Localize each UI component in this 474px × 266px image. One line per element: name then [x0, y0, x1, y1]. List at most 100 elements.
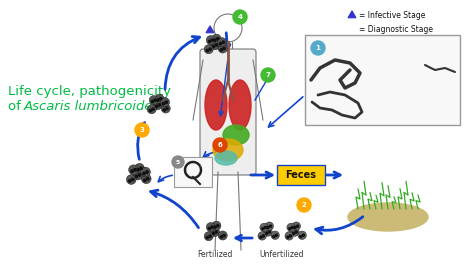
Ellipse shape: [213, 139, 243, 161]
Text: 5: 5: [176, 160, 180, 164]
Circle shape: [220, 49, 222, 51]
Circle shape: [160, 98, 162, 100]
Circle shape: [208, 227, 210, 230]
Circle shape: [217, 225, 219, 227]
Circle shape: [289, 228, 291, 230]
Circle shape: [297, 225, 299, 227]
Text: Life cycle, pathogenicity: Life cycle, pathogenicity: [8, 85, 171, 98]
Circle shape: [233, 10, 247, 24]
Circle shape: [128, 180, 131, 182]
Text: Unfertilized: Unfertilized: [260, 250, 304, 259]
Text: 4: 4: [237, 14, 243, 20]
Circle shape: [300, 235, 302, 238]
Ellipse shape: [204, 45, 213, 54]
Ellipse shape: [210, 227, 219, 236]
Ellipse shape: [298, 231, 306, 239]
Circle shape: [135, 175, 138, 178]
Circle shape: [144, 179, 146, 181]
Ellipse shape: [292, 222, 301, 230]
Circle shape: [223, 234, 225, 237]
Circle shape: [263, 235, 264, 237]
Circle shape: [302, 234, 304, 236]
Circle shape: [287, 236, 289, 238]
Circle shape: [294, 226, 296, 228]
Text: Feces: Feces: [285, 170, 317, 180]
Circle shape: [215, 44, 218, 46]
Circle shape: [223, 47, 225, 50]
Circle shape: [268, 231, 270, 233]
Ellipse shape: [128, 165, 138, 174]
Circle shape: [292, 226, 293, 228]
Ellipse shape: [258, 232, 266, 240]
Circle shape: [262, 228, 264, 230]
Circle shape: [143, 172, 145, 175]
Circle shape: [219, 43, 222, 45]
Circle shape: [157, 99, 159, 101]
Ellipse shape: [155, 94, 164, 103]
Circle shape: [265, 232, 268, 234]
Ellipse shape: [210, 40, 219, 49]
Circle shape: [211, 226, 213, 228]
Circle shape: [158, 104, 161, 106]
Text: = Infective Stage: = Infective Stage: [359, 10, 425, 19]
Circle shape: [135, 123, 149, 137]
Circle shape: [264, 226, 266, 228]
Ellipse shape: [205, 80, 227, 130]
Circle shape: [215, 231, 218, 233]
Polygon shape: [206, 26, 214, 33]
FancyBboxPatch shape: [305, 35, 460, 125]
Circle shape: [212, 232, 215, 235]
Circle shape: [292, 232, 295, 234]
Circle shape: [270, 225, 272, 227]
Circle shape: [146, 171, 148, 173]
Ellipse shape: [154, 101, 163, 110]
Circle shape: [138, 174, 141, 176]
Circle shape: [261, 68, 275, 82]
Ellipse shape: [141, 174, 151, 184]
Circle shape: [163, 102, 165, 105]
Circle shape: [290, 235, 292, 237]
Ellipse shape: [127, 174, 136, 184]
Ellipse shape: [218, 44, 227, 53]
Ellipse shape: [141, 167, 150, 177]
Ellipse shape: [348, 203, 428, 231]
Circle shape: [165, 101, 167, 103]
Circle shape: [206, 236, 209, 239]
Circle shape: [149, 110, 151, 112]
Ellipse shape: [285, 232, 293, 240]
Ellipse shape: [265, 222, 273, 230]
Circle shape: [297, 198, 311, 212]
Circle shape: [151, 100, 154, 103]
Ellipse shape: [212, 34, 221, 43]
Circle shape: [206, 49, 209, 52]
Text: Ascaris lumbricoides: Ascaris lumbricoides: [24, 100, 160, 113]
Text: 2: 2: [301, 202, 306, 208]
Circle shape: [209, 48, 211, 50]
Circle shape: [137, 169, 139, 171]
Circle shape: [172, 156, 184, 168]
Circle shape: [140, 167, 142, 169]
Ellipse shape: [287, 223, 295, 232]
Ellipse shape: [218, 38, 227, 47]
Circle shape: [131, 170, 133, 172]
Text: 7: 7: [265, 72, 271, 78]
Ellipse shape: [206, 223, 215, 232]
Circle shape: [295, 231, 297, 233]
Ellipse shape: [161, 98, 170, 107]
Ellipse shape: [149, 95, 158, 105]
Circle shape: [208, 40, 210, 43]
Text: 6: 6: [218, 142, 222, 148]
Circle shape: [260, 236, 262, 238]
Ellipse shape: [215, 151, 237, 165]
Circle shape: [222, 41, 225, 43]
Circle shape: [217, 38, 219, 40]
Circle shape: [163, 109, 165, 111]
Circle shape: [152, 108, 154, 110]
Ellipse shape: [260, 223, 268, 232]
Circle shape: [209, 235, 211, 237]
Ellipse shape: [229, 80, 251, 130]
Ellipse shape: [271, 231, 279, 239]
Text: 1: 1: [316, 45, 320, 51]
FancyBboxPatch shape: [174, 157, 212, 187]
Circle shape: [146, 177, 149, 180]
